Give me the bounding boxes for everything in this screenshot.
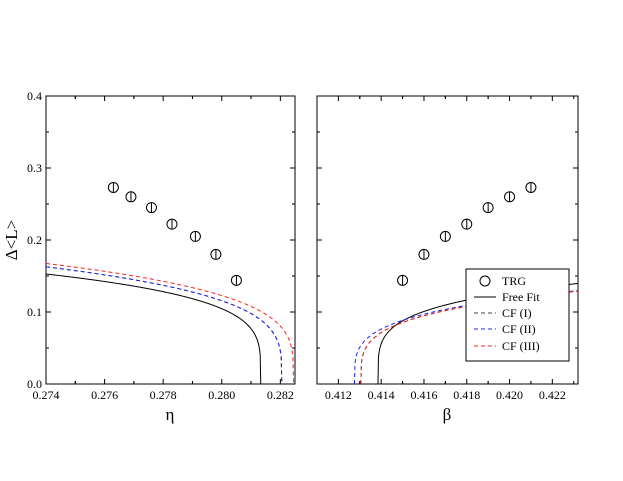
- right-panel: 0.412 0.414 0.416 0.418 0.420 0.422 β: [316, 95, 579, 424]
- legend-entry-cf2: CF (II): [474, 322, 536, 336]
- right-x-tick-label: 0.412: [325, 388, 352, 402]
- right-x-tick-label: 0.418: [453, 388, 480, 402]
- right-axis-ticks: 0.412 0.414 0.416 0.418 0.420 0.422: [317, 95, 578, 402]
- right-x-axis-label: β: [443, 405, 452, 424]
- left-y-tick-label: 0.4: [27, 89, 42, 103]
- left-trg-points: [107, 181, 242, 286]
- legend-label-cf2: CF (II): [502, 322, 536, 336]
- right-trg-points: [397, 181, 537, 286]
- left-y-tick-label: 0.1: [27, 305, 42, 319]
- right-x-tick-label: 0.420: [496, 388, 523, 402]
- right-x-tick-label: 0.422: [539, 388, 566, 402]
- left-y-axis-label: Δ<L>: [2, 220, 21, 261]
- right-x-tick-label: 0.416: [410, 388, 437, 402]
- left-y-tick-label: 0.2: [27, 233, 42, 247]
- left-series-cf-ii: [46, 266, 283, 384]
- left-x-tick-label: 0.282: [267, 388, 294, 402]
- left-y-tick-label: 0.0: [27, 377, 42, 391]
- legend-entry-cf3: CF (III): [474, 339, 540, 353]
- legend-label-cf1: CF (I): [502, 306, 532, 320]
- left-series-free-fit: [46, 273, 262, 384]
- right-x-tick-label: 0.414: [368, 388, 395, 402]
- legend-entry-trg: TRG: [479, 274, 526, 288]
- legend-label-free-fit: Free Fit: [502, 290, 540, 304]
- left-y-tick-label: 0.3: [27, 161, 42, 175]
- left-x-tick-label: 0.276: [91, 388, 118, 402]
- legend: TRG Free Fit CF (I) CF (II) CF (III): [465, 268, 570, 362]
- left-series-cf-iii: [46, 262, 295, 384]
- left-axis-ticks: 0.274 0.276 0.278 0.280 0.282 0.0 0.1 0.2 0.3 0.4: [27, 89, 295, 402]
- legend-trg-marker: [479, 275, 491, 287]
- legend-label-cf3: CF (III): [502, 339, 540, 353]
- left-series-cf-i: [46, 266, 283, 384]
- left-curves: [46, 262, 295, 384]
- left-x-tick-label: 0.274: [33, 388, 60, 402]
- legend-entry-cf1: CF (I): [474, 306, 532, 320]
- left-x-axis-label: η: [166, 405, 175, 424]
- left-x-tick-label: 0.278: [150, 388, 177, 402]
- legend-label-trg: TRG: [502, 274, 526, 288]
- left-x-tick-label: 0.280: [208, 388, 235, 402]
- legend-entry-free-fit: Free Fit: [474, 290, 540, 304]
- left-panel: 0.274 0.276 0.278 0.280 0.282 0.0 0.1 0.2 0.3 0.4…: [2, 89, 296, 424]
